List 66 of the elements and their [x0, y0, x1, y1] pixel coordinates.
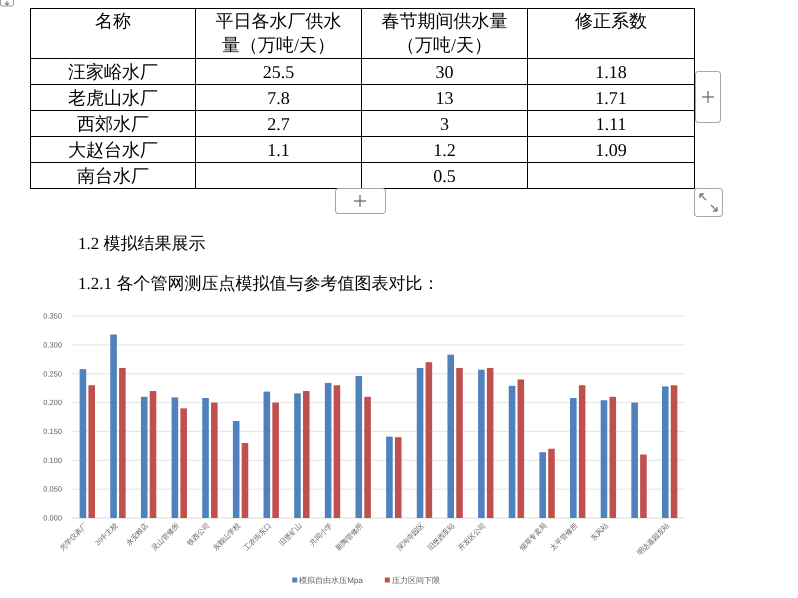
- bar: [334, 385, 340, 518]
- x-tick-label: 修正系数: [528, 8, 694, 58]
- legend-label: 模拟自由水压Mpa: [299, 576, 364, 585]
- data-label: 1.71: [528, 84, 694, 110]
- data-label: 3: [362, 110, 528, 136]
- bar: [302, 391, 310, 518]
- y-tick-label: 老虎山水厂: [30, 84, 196, 110]
- data-label: 0.5: [362, 162, 528, 188]
- y-tick-label: 西郊水厂: [30, 110, 196, 136]
- bar: [294, 393, 301, 518]
- bar: [426, 362, 432, 518]
- bar: [172, 397, 178, 518]
- bar: [548, 448, 555, 518]
- data-label: 13: [362, 84, 528, 110]
- bar: [631, 402, 638, 518]
- data-label: 1.1: [196, 136, 362, 162]
- bar: [570, 398, 577, 518]
- data-label: 1.11: [528, 110, 694, 136]
- y-axis-title: 名称: [30, 8, 196, 58]
- y-tick-label: 汪家峪水厂: [30, 58, 196, 84]
- bar: [264, 392, 270, 518]
- x-tick-label: 平日各水厂供水量（万吨/天）: [196, 8, 362, 58]
- y-tick-label: 南台水厂: [30, 162, 196, 188]
- bar: [578, 385, 586, 518]
- bar: [518, 379, 524, 518]
- bar: [394, 437, 402, 518]
- bar: [386, 436, 393, 518]
- bar: [600, 400, 608, 518]
- bar: [272, 402, 279, 518]
- bar: [119, 368, 126, 518]
- bar: [609, 396, 616, 518]
- bar: [640, 454, 647, 518]
- bar: [662, 386, 669, 518]
- bar: [670, 385, 678, 518]
- bar: [202, 398, 209, 518]
- bar: [486, 368, 494, 518]
- bar: [211, 402, 218, 518]
- data-label: 2.7: [196, 110, 362, 136]
- bar: [80, 369, 86, 518]
- data-label: 30: [362, 58, 528, 84]
- y-tick-label: 大赵台水厂: [30, 136, 196, 162]
- x-tick-label: 春节期间供水量（万吨/天）: [362, 8, 528, 58]
- bar: [88, 385, 96, 518]
- bar: [242, 442, 248, 518]
- bar: [508, 386, 516, 518]
- bar: [456, 368, 463, 518]
- bar: [478, 370, 485, 518]
- bar: [539, 452, 546, 518]
- bar: [447, 354, 454, 518]
- bar: [355, 376, 362, 518]
- bar: [150, 391, 156, 518]
- bar: [232, 421, 240, 518]
- chart-subtitle: 1.2.1 各个管网测压点模拟值与参考值图表对比：: [78, 274, 440, 294]
- bar: [364, 396, 371, 518]
- data-label: 25.5: [196, 58, 362, 84]
- bar: [180, 408, 187, 518]
- data-label: 1.09: [528, 136, 694, 162]
- chart-title: 1.2 模拟结果展示: [78, 234, 206, 254]
- bar: [110, 334, 117, 518]
- data-label: 1.18: [528, 58, 694, 84]
- data-label: 1.2: [362, 136, 528, 162]
- legend-label: 压力区间下限: [392, 576, 440, 585]
- bar: [416, 368, 424, 518]
- bar: [140, 396, 148, 518]
- bar: [324, 382, 332, 518]
- data-label: 7.8: [196, 84, 362, 110]
